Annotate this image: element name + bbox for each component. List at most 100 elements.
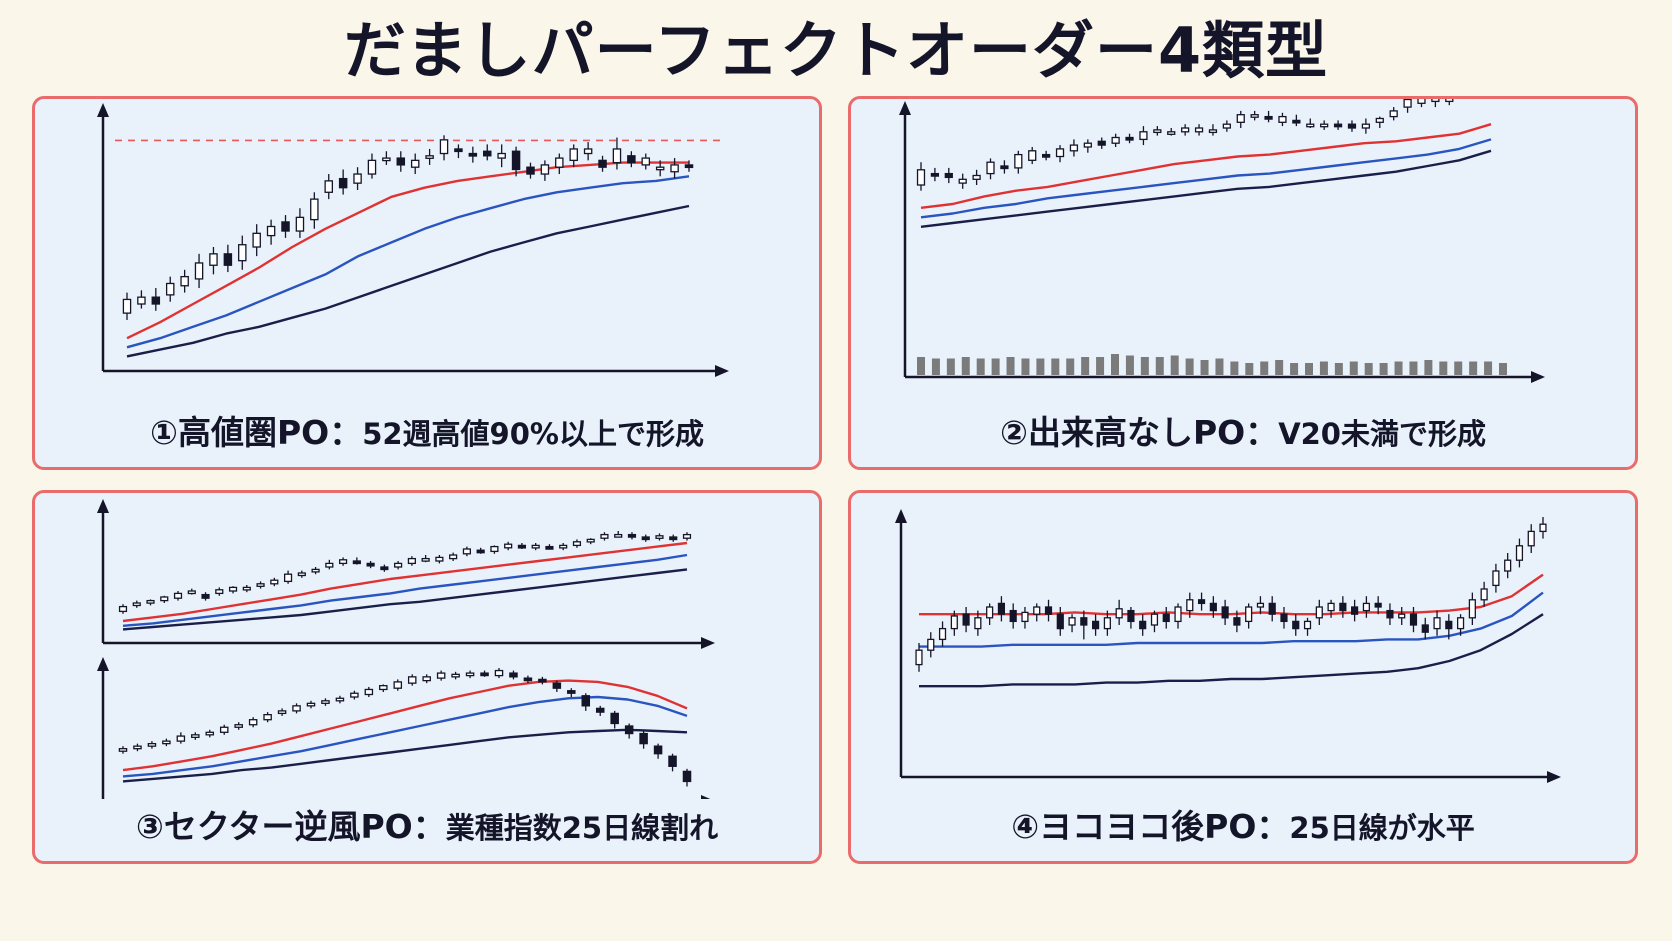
p1-candle: [353, 167, 362, 190]
p1-candle: [569, 144, 578, 168]
p3a-candle: [270, 577, 279, 587]
candle-body: [684, 164, 694, 169]
volume-bar: [1051, 358, 1060, 375]
candle-body: [306, 702, 316, 707]
candle-body: [1068, 617, 1076, 626]
p4-candle: [1539, 517, 1547, 539]
p1-candle: [598, 155, 607, 172]
caption-sub: 業種指数25日線割れ: [445, 811, 719, 845]
p3b-candle: [436, 670, 446, 681]
p2-candle: [1333, 120, 1343, 130]
p2-x-axis-arrow: [1531, 371, 1545, 383]
p3a-candle: [146, 599, 155, 606]
candle-body: [180, 275, 189, 287]
p4-candle: [1245, 603, 1253, 629]
caption-sub: 52週高値90%以上で形成: [362, 417, 704, 451]
candle-body: [176, 735, 186, 742]
p4-candle: [1068, 614, 1076, 633]
candle-body: [600, 533, 609, 539]
candle-body: [338, 177, 348, 189]
volume-bar: [1454, 361, 1463, 375]
p2-candle: [1445, 99, 1454, 106]
p1-candle: [612, 137, 622, 170]
volume-bar: [1439, 361, 1448, 375]
p1-candle: [165, 276, 175, 302]
candle-body: [396, 157, 406, 166]
p3a-candle: [352, 557, 361, 565]
candle-body: [165, 282, 175, 296]
candle-body: [572, 541, 582, 547]
candle-body: [655, 166, 665, 171]
p3b-candle: [350, 690, 359, 700]
candle-body: [281, 221, 290, 232]
p3a-candle: [215, 587, 224, 596]
p4-candle: [1256, 596, 1265, 615]
p3a-candle: [118, 604, 128, 614]
candle-body: [137, 296, 146, 305]
p3a-candle: [600, 532, 609, 541]
candle-body: [1236, 114, 1245, 123]
p3a-ma-long-line: [122, 568, 688, 631]
candle-body: [555, 157, 564, 168]
candle-body: [1097, 140, 1106, 146]
p4-candle: [1409, 607, 1418, 633]
candle-body: [1256, 602, 1265, 608]
p3b-candle: [133, 743, 142, 752]
candle-body: [972, 174, 981, 180]
candle-body: [1351, 606, 1359, 615]
p4-candle: [950, 610, 958, 636]
candle-body: [1386, 609, 1394, 619]
p1-candle: [223, 244, 233, 273]
candle-body: [1268, 602, 1276, 615]
caption-sector-headwind-po: ③セクター逆風PO：業種指数25日線割れ: [35, 799, 819, 855]
candle-body: [439, 139, 449, 155]
p4-candle: [1209, 596, 1217, 618]
candle-body: [162, 740, 171, 745]
p4-candle: [1150, 610, 1159, 633]
candle-body: [624, 725, 634, 735]
p3b-ma-long-line: [122, 728, 688, 783]
candle-body: [997, 602, 1006, 615]
candle-body: [1445, 620, 1453, 630]
candle-body: [297, 572, 306, 577]
p3a-candle: [641, 534, 650, 542]
candle-body: [1056, 613, 1064, 630]
p4-candle: [1480, 581, 1488, 607]
candle-body: [1264, 115, 1273, 120]
candle-body: [958, 178, 967, 184]
candle-body: [263, 714, 272, 721]
p1-candle: [338, 169, 348, 195]
candle-body: [1162, 613, 1170, 623]
p3b-candle: [234, 722, 243, 730]
candle-body: [133, 745, 142, 750]
candle-body: [118, 748, 128, 752]
p1-candle: [454, 144, 463, 159]
p2-ma-mid-line: [920, 138, 1492, 219]
p3b-candle: [668, 753, 677, 772]
candle-body: [1221, 606, 1229, 619]
candle-body: [1398, 613, 1406, 619]
volume-bar: [1319, 361, 1328, 375]
p2-candle: [1139, 126, 1148, 146]
candle-body: [1433, 617, 1441, 630]
candle-body: [581, 695, 591, 707]
candle-body: [1250, 114, 1259, 118]
p4-candle: [1174, 603, 1182, 629]
caption-sub: V20未満で形成: [1278, 417, 1486, 451]
p3a-candle: [435, 555, 444, 564]
candle-body: [146, 599, 155, 604]
candle-body: [382, 157, 391, 162]
volume-bar: [1036, 358, 1045, 375]
candle-body: [1150, 613, 1159, 626]
p3b-candle: [147, 741, 157, 749]
p3a-candle: [476, 547, 485, 554]
p3a-candle: [517, 543, 527, 549]
p4-candle: [1186, 592, 1194, 618]
candle-body: [1233, 617, 1241, 626]
p2-candle: [1028, 147, 1037, 165]
p3a-candle: [572, 539, 582, 548]
p1-candle: [439, 135, 449, 161]
candle-body: [1111, 136, 1120, 144]
candle-body: [353, 173, 362, 184]
candle-body: [147, 742, 157, 747]
